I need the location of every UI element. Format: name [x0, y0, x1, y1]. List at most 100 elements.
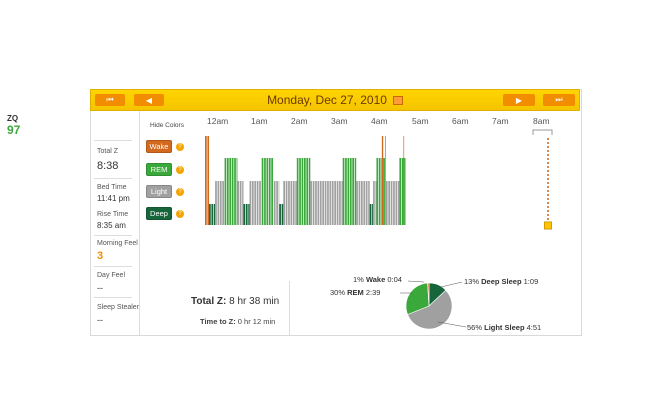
hypnogram-bar-rem	[399, 158, 402, 225]
hypnogram-bar-rem	[299, 158, 301, 225]
help-icon[interactable]: ?	[176, 166, 184, 174]
help-icon[interactable]: ?	[176, 143, 184, 151]
hypnogram-bar-light	[375, 181, 377, 225]
hypnogram-bar-light	[388, 181, 390, 225]
pie-label-deep: 13% Deep Sleep 1:09	[464, 277, 539, 286]
divider	[94, 266, 132, 267]
hour-label: 3am	[331, 116, 348, 126]
time-to-z-label: Time to Z:	[200, 317, 236, 326]
hypnogram-bar-deep	[372, 204, 374, 225]
hypnogram-bar-light	[336, 181, 339, 225]
next-icon: ▶	[515, 95, 523, 105]
hypnogram-bar-rem	[352, 158, 354, 225]
help-icon[interactable]: ?	[176, 188, 184, 196]
hypnogram-bar-light	[322, 181, 324, 225]
legend-rem[interactable]: REM	[146, 163, 172, 176]
pie-label-rem: 30% REM 2:39	[330, 288, 381, 297]
hypnogram-bar-light	[312, 181, 315, 225]
pie-slice-light	[407, 289, 453, 330]
hypnogram-bar-wake	[403, 136, 405, 225]
hypnogram-bar-light	[356, 181, 358, 225]
hypnogram-bar-rem	[224, 158, 227, 225]
pie-slice-rem	[405, 282, 430, 315]
legend-wake[interactable]: Wake	[146, 140, 172, 153]
day-feel-label: Day Feel	[97, 272, 126, 279]
previous-day-button[interactable]: ◀	[134, 94, 164, 106]
hypnogram-bar-light	[365, 181, 368, 225]
hide-colors-link[interactable]: Hide Colors	[150, 122, 184, 129]
hypnogram-bar-light	[358, 181, 361, 225]
first-day-button[interactable]: ⏮	[95, 94, 125, 106]
hypnogram-bar-rem	[404, 158, 406, 225]
hypnogram-bar-rem	[296, 158, 299, 225]
hypnogram-bar-rem	[304, 158, 306, 225]
hypnogram-bar-rem	[301, 158, 304, 225]
sleep-stage-pie-chart	[405, 282, 453, 330]
zq-label: ZQ	[7, 114, 19, 123]
legend-light[interactable]: Light	[146, 185, 172, 198]
hypnogram-chart	[205, 129, 553, 230]
hypnogram-bar-wake	[385, 136, 386, 225]
hypnogram-bar-deep	[281, 204, 284, 225]
hypnogram-bar-light	[292, 181, 295, 225]
hypnogram-bar-light	[249, 181, 252, 225]
hypnogram-bar-light	[239, 181, 242, 225]
pie-label-light: 56% Light Sleep 4:51	[467, 323, 542, 332]
hour-label: 8am	[533, 116, 550, 126]
hypnogram-bar-light	[395, 181, 398, 225]
hypnogram-bar-rem	[234, 158, 236, 225]
divider	[94, 235, 132, 236]
hypnogram-bar-light	[273, 181, 276, 225]
date-label: Monday, Dec 27, 2010	[267, 93, 387, 107]
bed-time-value: 11:41 pm	[97, 194, 130, 203]
hypnogram-bar-deep	[209, 204, 211, 225]
rise-time-drag-handle[interactable]	[544, 221, 552, 230]
last-day-button[interactable]: ⏭	[543, 94, 575, 106]
hypnogram-bar-wake	[381, 136, 384, 225]
hypnogram-bar-rem	[381, 158, 382, 225]
zq-value: 97	[7, 123, 21, 137]
prev-icon: ◀	[145, 95, 153, 105]
pie-slice-wake	[427, 282, 430, 307]
hypnogram-bar-rem	[268, 158, 271, 225]
hypnogram-bar-light	[283, 181, 285, 225]
bed-time-label: Bed Time	[97, 184, 127, 191]
hypnogram-bar-rem	[342, 158, 345, 225]
hypnogram-bar-light	[251, 181, 254, 225]
hypnogram-bar-light	[319, 181, 322, 225]
hypnogram-bar-light	[295, 181, 297, 225]
hypnogram-bar-light	[390, 181, 393, 225]
hypnogram-bar-light	[341, 181, 343, 225]
hour-label: 2am	[291, 116, 308, 126]
hypnogram-bar-light	[361, 181, 363, 225]
hypnogram-bar-light	[329, 181, 332, 225]
hypnogram-bar-light	[290, 181, 293, 225]
hypnogram-bar-light	[339, 181, 341, 225]
hypnogram-bar-wake	[207, 136, 210, 225]
hypnogram-bar-rem	[354, 158, 357, 225]
hypnogram-bar-rem	[271, 158, 273, 225]
hypnogram-bar-deep	[245, 204, 248, 225]
hour-label: 4am	[371, 116, 388, 126]
hypnogram-bar-deep	[213, 204, 216, 225]
date-navigation-bar: ⏮ ◀ Monday, Dec 27, 2010 ▶ ⏭	[90, 89, 580, 111]
morning-feel-value[interactable]: 3	[97, 250, 104, 262]
hour-label: 1am	[251, 116, 268, 126]
hypnogram-bar-rem	[347, 158, 350, 225]
last-icon: ⏭	[555, 95, 563, 104]
hypnogram-bar-light	[363, 181, 366, 225]
calendar-icon[interactable]	[392, 96, 403, 105]
hypnogram-bar-light	[331, 181, 334, 225]
help-icon[interactable]: ?	[176, 210, 184, 218]
sleep-stealer-value[interactable]: --	[97, 315, 103, 325]
day-feel-value[interactable]: --	[97, 283, 103, 293]
hypnogram-bar-light	[237, 181, 240, 225]
hypnogram-bar-rem	[308, 158, 311, 225]
time-to-z-summary: Time to Z: 0 hr 12 min	[200, 317, 275, 326]
hour-label: 7am	[492, 116, 509, 126]
legend-deep[interactable]: Deep	[146, 207, 172, 220]
hypnogram-bar-light	[317, 181, 320, 225]
hypnogram-bar-light	[222, 181, 225, 225]
next-day-button[interactable]: ▶	[503, 94, 535, 106]
